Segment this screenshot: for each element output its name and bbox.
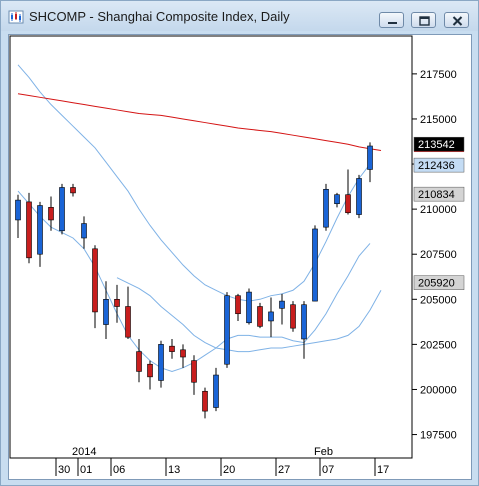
down-candle xyxy=(180,349,186,358)
restore-button[interactable] xyxy=(411,12,436,28)
restore-icon xyxy=(419,16,430,26)
down-candle xyxy=(70,187,76,194)
price-tag xyxy=(413,157,465,173)
down-candle xyxy=(191,360,197,383)
window-title: SHCOMP - Shanghai Composite Index, Daily xyxy=(29,9,290,24)
up-candle xyxy=(301,304,307,340)
up-candle xyxy=(103,298,109,325)
minimize-icon xyxy=(388,22,397,24)
x-axis-period-label: Feb xyxy=(314,446,333,458)
x-axis-date-label: 27 xyxy=(278,464,290,476)
y-axis-tick-label: 215000 xyxy=(420,114,457,126)
up-candle xyxy=(246,291,252,324)
x-axis-date-label: 07 xyxy=(322,464,334,476)
down-candle xyxy=(345,194,351,214)
down-candle xyxy=(26,201,32,259)
down-candle xyxy=(114,298,120,307)
x-axis-date-label: 17 xyxy=(377,464,389,476)
upper-band-line xyxy=(17,64,371,302)
x-axis-date-label: 20 xyxy=(223,464,235,476)
up-candle xyxy=(279,300,285,309)
minimize-button[interactable] xyxy=(379,12,404,28)
down-candle xyxy=(48,207,54,221)
x-axis-date-label: 30 xyxy=(58,464,70,476)
price-tag xyxy=(413,186,465,202)
up-candle xyxy=(268,311,274,322)
x-axis-date-label: 13 xyxy=(168,464,180,476)
y-axis-tick-label: 200000 xyxy=(420,384,457,396)
y-axis-tick-label: 217500 xyxy=(420,69,457,81)
price-tag xyxy=(413,275,465,290)
up-candle xyxy=(323,188,329,228)
up-candle xyxy=(213,374,219,408)
outer-lower-band-line xyxy=(116,277,382,353)
title-bar[interactable]: SHCOMP - Shanghai Composite Index, Daily xyxy=(1,1,478,31)
price-tag-label: 205920 xyxy=(418,278,455,290)
down-candle xyxy=(257,306,263,327)
up-candle xyxy=(37,205,43,255)
plot-frame xyxy=(9,35,413,459)
up-candle xyxy=(312,228,318,302)
y-axis-tick-label: 202500 xyxy=(420,339,457,351)
up-candle xyxy=(224,295,230,365)
y-axis-tick-label: 207500 xyxy=(420,249,457,261)
down-candle xyxy=(235,295,241,315)
chart-app-icon xyxy=(8,10,24,24)
down-candle xyxy=(202,390,208,412)
up-candle xyxy=(356,178,362,215)
candlestick-chart[interactable]: 1975002000002025002050002075002100002125… xyxy=(8,34,470,478)
close-icon xyxy=(452,16,463,26)
long-moving-average-line xyxy=(17,93,382,152)
up-candle xyxy=(158,344,164,381)
up-candle xyxy=(334,194,340,205)
up-candle xyxy=(81,223,87,239)
close-button[interactable] xyxy=(444,12,469,28)
x-axis-date-label: 06 xyxy=(113,464,125,476)
up-candle xyxy=(59,187,65,232)
price-tag-label: 212436 xyxy=(418,160,455,172)
x-axis-period-label: 2014 xyxy=(72,446,96,458)
down-candle xyxy=(125,306,131,338)
y-axis-tick-label: 197500 xyxy=(420,430,457,442)
x-axis-date-label: 01 xyxy=(80,464,92,476)
down-candle xyxy=(136,351,142,372)
price-tag-label: 210834 xyxy=(418,189,455,201)
down-candle xyxy=(147,363,153,378)
y-axis-tick-label: 210000 xyxy=(420,204,457,216)
price-tag xyxy=(413,136,465,152)
y-axis-tick-label: 205000 xyxy=(420,294,457,306)
price-tag-label: 213542 xyxy=(418,139,455,151)
down-candle xyxy=(290,304,296,329)
down-candle xyxy=(169,345,175,352)
up-candle xyxy=(367,145,373,170)
down-candle xyxy=(92,248,98,313)
up-candle xyxy=(15,199,21,221)
